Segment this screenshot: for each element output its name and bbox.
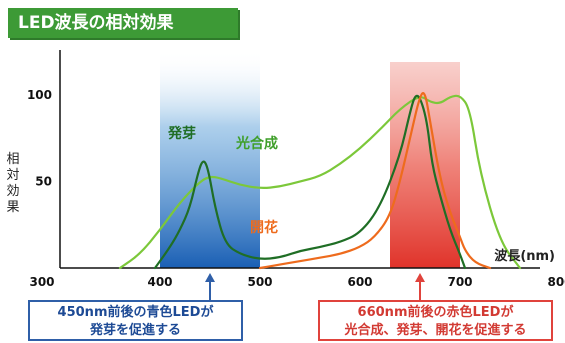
blue-band xyxy=(160,50,260,268)
chart-title: LED波長の相対効果 xyxy=(18,13,174,33)
x-tick-label-800: 800 xyxy=(547,275,565,289)
series-label-1: 発芽 xyxy=(167,125,196,142)
callout-blue-led: 450nm前後の青色LEDが 発芽を促進する xyxy=(28,300,243,341)
series-line-2 xyxy=(258,92,492,270)
series-label-0: 光合成 xyxy=(235,135,278,152)
y-tick-label-50: 50 xyxy=(35,175,52,189)
axes-layer: 300 400 500 600 700 800 50 100 xyxy=(27,50,565,289)
y-tick-label-100: 100 xyxy=(27,88,52,102)
callout-blue-line-2: 発芽を促進する xyxy=(89,323,181,338)
series-line-0 xyxy=(118,94,522,270)
x-tick-label-500: 500 xyxy=(247,275,272,289)
title-banner: LED波長の相対効果 xyxy=(8,8,238,38)
series-line-1 xyxy=(153,94,467,270)
series-layer xyxy=(118,92,522,270)
callout-red-led: 660nm前後の赤色LEDが 光合成、発芽、開花を促進する xyxy=(318,300,553,341)
x-axis-label: 波長(nm) xyxy=(494,248,555,264)
callout-blue-line-1: 450nm前後の青色LEDが xyxy=(57,305,214,320)
series-label-2: 開花 xyxy=(250,219,278,236)
x-tick-label-400: 400 xyxy=(147,275,172,289)
callout-red-line-1: 660nm前後の赤色LEDが xyxy=(357,305,514,320)
y-axis-label: 相対効果 xyxy=(6,152,20,215)
x-tick-label-700: 700 xyxy=(447,275,472,289)
callout-red-line-2: 光合成、発芽、開花を促進する xyxy=(344,323,527,338)
x-tick-label-300: 300 xyxy=(29,275,54,289)
marker-arrow-660 xyxy=(415,273,425,282)
marker-arrow-450 xyxy=(205,273,215,282)
bands-layer xyxy=(160,50,460,268)
x-tick-label-600: 600 xyxy=(347,275,372,289)
red-band xyxy=(390,62,460,268)
